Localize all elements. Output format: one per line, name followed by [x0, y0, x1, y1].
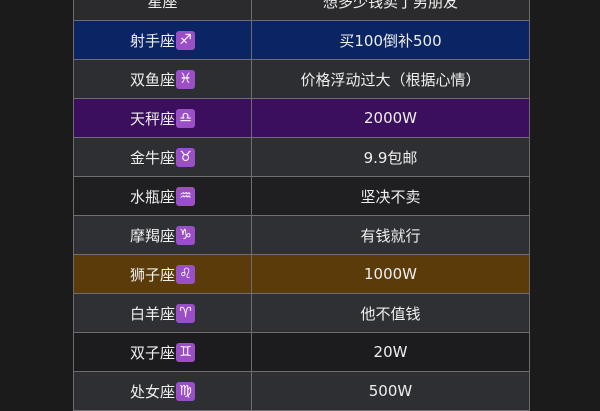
sign-name: 狮子座	[129, 265, 175, 284]
sign-name: 摩羯座	[129, 226, 175, 245]
sign-cell: 白羊座 ♈	[74, 294, 252, 332]
table-row: 天秤座 ♎ 2000W	[74, 99, 529, 138]
zodiac-symbol-icon: ♒	[176, 186, 195, 206]
sign-name: 射手座	[129, 31, 175, 50]
zodiac-symbol-icon: ♑	[176, 225, 195, 245]
price-cell: 坚决不卖	[360, 187, 421, 206]
table-row: 处女座 ♍ 500W	[74, 372, 529, 411]
sign-name: 白羊座	[129, 304, 175, 323]
zodiac-symbol-icon: ♊	[176, 342, 195, 362]
price-cell: 1000W	[363, 265, 417, 283]
table-row: 水瓶座 ♒ 坚决不卖	[74, 177, 529, 216]
header-sign: 星座	[74, 0, 252, 20]
table-row: 双鱼座 ♓ 价格浮动过大（根据心情）	[74, 60, 529, 99]
table-row: 白羊座 ♈ 他不值钱	[74, 294, 529, 333]
zodiac-symbol-icon: ♍	[176, 381, 195, 401]
sign-cell: 双子座 ♊	[74, 333, 252, 371]
price-cell: 9.9包邮	[363, 148, 418, 167]
sign-name: 天秤座	[129, 109, 175, 128]
sign-name: 双鱼座	[129, 70, 175, 89]
zodiac-symbol-icon: ♈	[176, 303, 195, 323]
sign-name: 金牛座	[129, 148, 175, 167]
sign-cell: 射手座 ♐	[74, 21, 252, 59]
price-cell: 买100倒补500	[339, 31, 442, 50]
sign-cell: 金牛座 ♉	[74, 138, 252, 176]
sign-cell: 双鱼座 ♓	[74, 60, 252, 98]
zodiac-price-table: 星座 想多少钱卖了男朋友 射手座 ♐ 买100倒补500 双鱼座 ♓ 价格浮动过大（根据心…	[73, 0, 530, 411]
price-cell: 价格浮动过大（根据心情）	[300, 70, 481, 89]
zodiac-symbol-icon: ♓	[176, 69, 195, 89]
sign-name: 水瓶座	[129, 187, 175, 206]
zodiac-symbol-icon: ♐	[176, 30, 195, 50]
table-row: 狮子座 ♌ 1000W	[74, 255, 529, 294]
table-row: 摩羯座 ♑ 有钱就行	[74, 216, 529, 255]
sign-cell: 狮子座 ♌	[74, 255, 252, 293]
price-cell: 20W	[373, 343, 408, 361]
zodiac-symbol-icon: ♉	[176, 147, 195, 167]
sign-cell: 摩羯座 ♑	[74, 216, 252, 254]
zodiac-symbol-icon: ♌	[176, 264, 195, 284]
table-row: 双子座 ♊ 20W	[74, 333, 529, 372]
price-cell: 2000W	[363, 109, 417, 127]
table-row: 射手座 ♐ 买100倒补500	[74, 21, 529, 60]
table-header: 星座 想多少钱卖了男朋友	[74, 0, 529, 21]
zodiac-symbol-icon: ♎	[176, 108, 195, 128]
sign-name: 处女座	[129, 382, 175, 401]
header-price: 想多少钱卖了男朋友	[322, 0, 458, 11]
sign-cell: 处女座 ♍	[74, 372, 252, 410]
sign-name: 双子座	[129, 343, 175, 362]
price-cell: 有钱就行	[360, 226, 421, 245]
table-row: 金牛座 ♉ 9.9包邮	[74, 138, 529, 177]
sign-cell: 水瓶座 ♒	[74, 177, 252, 215]
price-cell: 他不值钱	[360, 304, 421, 323]
price-cell: 500W	[368, 382, 413, 400]
sign-cell: 天秤座 ♎	[74, 99, 252, 137]
